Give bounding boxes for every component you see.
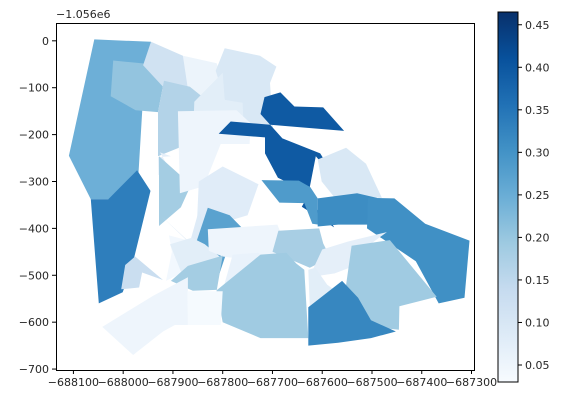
region-30 (121, 256, 163, 290)
region-20 (170, 237, 220, 276)
colorbar-tick-label: 0.25 (525, 189, 550, 202)
colorbar-tick-label: 0.10 (525, 316, 550, 329)
colorbar-ticks: 0.05 0.10 0.15 0.20 0.25 0.30 0.35 0.40 0.45 (518, 19, 550, 372)
colorbar-tick-label: 0.15 (525, 274, 550, 287)
x-tick-label: −687800 (197, 376, 248, 389)
colorbar-tick-label: 0.20 (525, 231, 550, 244)
y-tick-label: 0 (42, 35, 49, 48)
x-tick-label: −687600 (297, 376, 348, 389)
region-26 (216, 252, 309, 339)
region-14 (218, 92, 345, 228)
colorbar-tick-label: 0.40 (525, 61, 550, 74)
y-offset-label: −1.056e6 (56, 8, 110, 21)
x-tick-label: −687900 (147, 376, 198, 389)
plot-frame (56, 23, 475, 371)
y-axis: 0 −100 −200 −300 −400 −500 −600 −700 (19, 35, 56, 376)
region-32 (187, 291, 223, 325)
y-tick-label: −700 (19, 363, 49, 376)
region-3 (143, 41, 193, 87)
region-21 (207, 224, 287, 262)
x-tick-label: −687700 (247, 376, 298, 389)
y-tick-label: −100 (19, 82, 49, 95)
region-12 (162, 210, 206, 248)
x-tick-label: −688000 (98, 376, 149, 389)
x-tick-label: −687300 (446, 376, 497, 389)
y-tick-label: −200 (19, 129, 49, 142)
map-regions (68, 39, 470, 355)
region-1 (90, 170, 151, 304)
region-15 (261, 180, 326, 226)
colorbar-tick-label: 0.45 (525, 19, 550, 32)
region-16 (317, 147, 382, 198)
x-tick-label: −688100 (48, 376, 99, 389)
y-tick-label: −500 (19, 269, 49, 282)
y-tick-label: −600 (19, 316, 49, 329)
colorbar (497, 11, 519, 383)
colorbar-tick-label: 0.30 (525, 146, 550, 159)
region-23 (309, 232, 387, 278)
region-18 (367, 197, 470, 304)
x-tick-label: −687400 (396, 376, 447, 389)
region-28 (345, 240, 437, 330)
colorbar-tick-label: 0.35 (525, 104, 550, 117)
colorbar-tick-label: 0.05 (525, 359, 550, 372)
y-tick-label: −300 (19, 175, 49, 188)
region-29 (308, 280, 396, 346)
region-31 (102, 277, 188, 355)
x-tick-label: −687500 (346, 376, 397, 389)
x-axis: −688100−688000−687900−687800−687700−6876… (48, 370, 497, 389)
y-tick-label: −400 (19, 222, 49, 235)
